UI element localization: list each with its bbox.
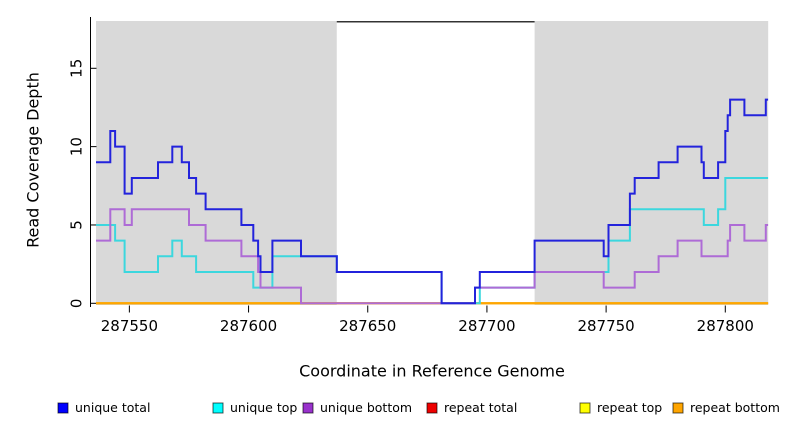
legend-item-unique-top: unique top [212,400,297,415]
legend-item-repeat-top: repeat top [579,400,662,415]
legend-swatch-repeat-total [426,402,438,414]
legend-label: repeat top [597,400,662,415]
series-line-unique-bottom [96,208,769,305]
x-tick-label: 287550 [101,317,158,335]
legend-label: repeat total [444,400,517,415]
series-line-unique-total [96,98,769,305]
x-tick-label: 287750 [577,317,634,335]
legend-label: unique top [230,400,297,415]
highlight-region [336,21,535,305]
x-tick-label: 287600 [220,317,277,335]
y-tick-label: 10 [67,137,85,156]
y-tick-label: 0 [67,299,85,309]
legend-label: unique bottom [320,400,412,415]
x-tick-label: 287700 [458,317,515,335]
y-tick-label: 15 [67,59,85,78]
x-tick-label: 287800 [697,317,754,335]
legend-swatch-repeat-top [579,402,591,414]
legend-item-unique-bottom: unique bottom [302,400,412,415]
legend-label: repeat bottom [690,400,780,415]
legend-item-unique-total: unique total [57,400,150,415]
legend-label: unique total [75,400,150,415]
legend-swatch-unique-bottom [302,402,314,414]
x-axis-title: Coordinate in Reference Genome [299,361,565,381]
x-tick-label: 287650 [339,317,396,335]
legend-item-repeat-total: repeat total [426,400,517,415]
legend-swatch-unique-top [212,402,224,414]
y-tick-label: 5 [67,220,85,230]
y-axis-title: Read Coverage Depth [23,72,43,248]
legend-swatch-unique-total [57,402,69,414]
legend-item-repeat-bottom: repeat bottom [672,400,780,415]
legend-swatch-repeat-bottom [672,402,684,414]
